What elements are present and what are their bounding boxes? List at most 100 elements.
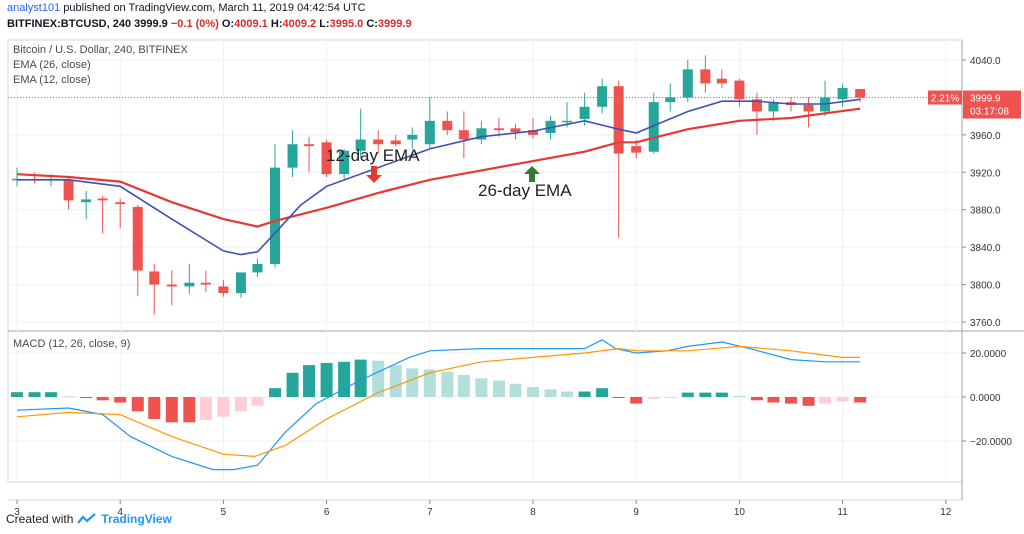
macd-histogram-bar [389, 365, 402, 397]
candle-up [682, 69, 693, 98]
macd-histogram-bar [251, 397, 264, 406]
ema26-legend[interactable]: EMA (26, close) [13, 59, 91, 71]
macd-histogram-bar [836, 397, 849, 402]
candle-down [97, 198, 108, 201]
macd-histogram-bar [733, 395, 746, 397]
high-value: 4009.2 [282, 18, 317, 30]
author-link[interactable]: analyst101 [7, 2, 61, 14]
macd-histogram-bar [750, 397, 763, 401]
macd-histogram-bar [234, 397, 247, 412]
macd-histogram-bar [681, 392, 694, 397]
macd-histogram-bar [45, 392, 58, 397]
macd-histogram-bar [320, 362, 333, 397]
macd-histogram-bar [183, 397, 196, 423]
candle-down [700, 69, 711, 84]
price-tick-label: 3800.0 [970, 281, 1001, 292]
macd-histogram-bar [647, 397, 660, 399]
candle-down [63, 179, 74, 201]
macd-histogram-bar [406, 368, 419, 397]
candle-down [631, 146, 642, 153]
candle-up [339, 150, 350, 175]
pct-change-text: 2.21% [931, 94, 959, 105]
macd-histogram-bar [114, 397, 127, 403]
macd-histogram-bar [802, 397, 815, 406]
candle-down [855, 89, 866, 98]
x-tick-label: 3 [14, 507, 20, 518]
candle-up [424, 120, 435, 145]
candle-down [132, 206, 143, 271]
macd-histogram-bar [423, 369, 436, 397]
low-label: L: [319, 18, 330, 30]
down-arrow-icon [366, 166, 382, 183]
price-tick-label: 4040.0 [970, 56, 1001, 67]
macd-histogram-bar [561, 391, 574, 397]
candle-up [287, 144, 298, 168]
macd-histogram-bar [612, 397, 625, 398]
x-tick-label: 9 [633, 507, 639, 518]
macd-histogram-bar [28, 392, 41, 397]
created-with-text: Created with [6, 512, 74, 526]
macd-histogram-bar [630, 397, 643, 404]
x-tick-label: 11 [837, 507, 848, 518]
candle-up [768, 102, 779, 112]
candle-down [510, 128, 521, 133]
x-tick-label: 4 [117, 507, 123, 518]
macd-tick-label: 0.0000 [970, 393, 1001, 404]
macd-histogram-bar [354, 359, 367, 397]
close-value: 3999.9 [377, 18, 412, 30]
candle-down [442, 120, 453, 131]
x-tick-label: 8 [530, 507, 536, 518]
macd-histogram-bar [372, 360, 385, 397]
candle-down [751, 99, 762, 112]
candle-down [115, 202, 126, 205]
published-text: published on TradingView.com, March 11, … [63, 2, 366, 14]
candle-down [321, 142, 332, 175]
macd-histogram-bar [96, 397, 109, 401]
macd-histogram-bar [303, 365, 316, 397]
macd-histogram-bar [475, 378, 488, 397]
x-tick-label: 5 [221, 507, 227, 518]
macd-histogram-bar [492, 380, 505, 397]
open-value: 4009.1 [234, 18, 268, 30]
macd-legend[interactable]: MACD (12, 26, close, 9) [13, 338, 131, 350]
candle-down [458, 130, 469, 140]
price-tick-label: 3760.0 [970, 318, 1001, 329]
macd-tick-label: 20.0000 [970, 349, 1007, 360]
candle-up [665, 97, 676, 103]
high-label: H: [270, 18, 283, 30]
macd-histogram-bar [80, 397, 93, 399]
macd-histogram-bar [544, 389, 557, 397]
candle-up [597, 86, 608, 107]
macd-histogram-bar [664, 397, 677, 398]
candle-down [734, 80, 745, 100]
macd-line [16, 339, 861, 471]
macd-histogram-bar [527, 387, 539, 397]
tradingview-brand[interactable]: TradingView [101, 512, 172, 526]
x-tick-label: 6 [324, 507, 330, 518]
candle-up [270, 167, 280, 264]
macd-histogram-bar [338, 361, 351, 397]
candle-up [355, 139, 366, 151]
macd-histogram-bar [286, 372, 299, 397]
open-label: O: [221, 18, 235, 30]
ema12-annotation: 12-day EMA [326, 146, 420, 165]
candle-down [166, 284, 177, 287]
macd-histogram-bar [578, 391, 591, 397]
macd-histogram-bar [457, 375, 470, 397]
up-arrow-icon [524, 166, 540, 182]
price-tick-label: 3840.0 [970, 243, 1001, 254]
candle-up [407, 134, 418, 140]
countdown-text: 03:17:08 [970, 107, 1009, 118]
macd-histogram-bar [854, 397, 867, 403]
publish-header: analyst101 published on TradingView.com,… [7, 2, 366, 14]
candle-down [613, 86, 624, 154]
footer: Created with TradingView [6, 512, 172, 526]
candle-up [476, 128, 487, 140]
candle-up [81, 199, 92, 203]
ema26-line [16, 107, 861, 228]
macd-histogram-bar [699, 392, 712, 397]
candle-up [184, 282, 195, 287]
macd-tick-label: −20.0000 [970, 437, 1012, 448]
ema12-legend[interactable]: EMA (12, close) [13, 74, 91, 86]
